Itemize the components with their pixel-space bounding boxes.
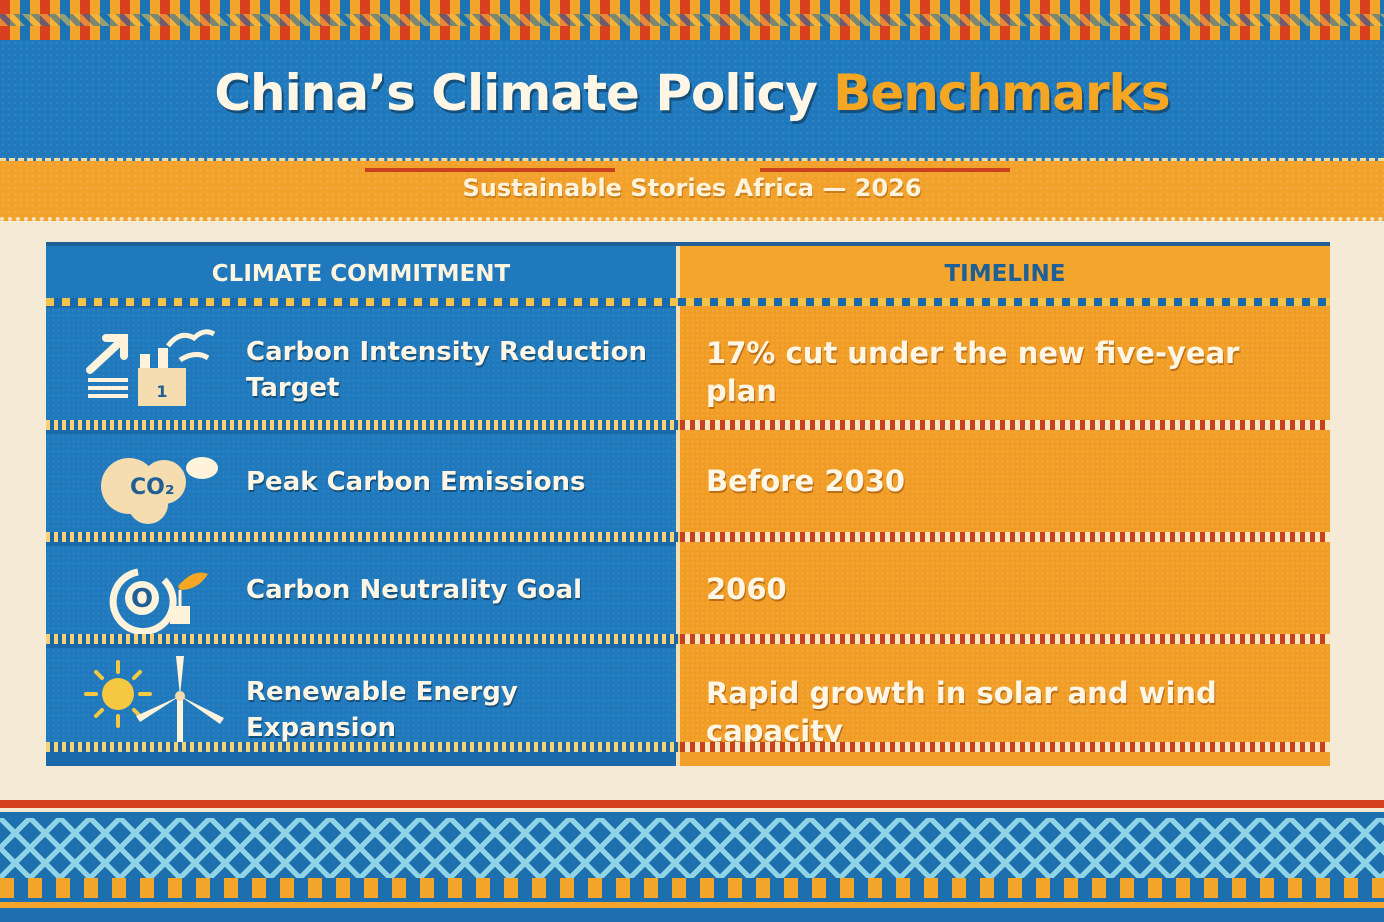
page-title-main: China’s Climate Policy	[214, 64, 817, 122]
neutral-label: O	[131, 584, 153, 614]
svg-text:1: 1	[156, 382, 167, 401]
table-row: Renewable Energy Expansion Rapid growth …	[46, 648, 1330, 752]
row-rule	[46, 420, 1330, 430]
co2-label: CO₂	[130, 475, 174, 500]
row-rule	[46, 742, 1330, 752]
column-header-timeline: TIMELINE	[680, 246, 1330, 304]
subtitle-right-rule	[760, 168, 1010, 172]
commitment-label: Renewable Energy Expansion	[246, 677, 518, 743]
table-row: CO₂ Peak Carbon Emissions Before 2030	[46, 434, 1330, 542]
commitment-cell	[46, 648, 676, 752]
top-pattern-band	[0, 0, 1384, 40]
bottom-orange-stripe	[0, 902, 1384, 908]
subtitle-band: Sustainable Stories Africa — 2026	[0, 161, 1384, 221]
page-title-accent: Benchmarks	[833, 64, 1170, 122]
commitment-label: Peak Carbon Emissions	[246, 467, 586, 497]
benchmarks-table: CLIMATE COMMITMENT TIMELINE 1 Carbon Int…	[46, 242, 1330, 766]
row-rule	[46, 532, 1330, 542]
timeline-value: 17% cut under the new five-year plan	[706, 336, 1240, 408]
neutrality-leaf-icon: O	[84, 550, 234, 640]
table-row: 1 Carbon Intensity Reduction Target 17% …	[46, 308, 1330, 430]
row-rule	[46, 634, 1330, 644]
commitment-label: Carbon Intensity Reduction Target	[246, 337, 647, 403]
page-title: China’s Climate Policy Benchmarks	[0, 64, 1384, 122]
timeline-value: Before 2030	[706, 464, 906, 498]
column-divider	[676, 246, 680, 766]
co2-cloud-icon: CO₂	[84, 442, 234, 532]
sun-wind-turbine-icon	[84, 652, 234, 742]
timeline-cell	[680, 648, 1330, 752]
column-header-commitment: CLIMATE COMMITMENT	[46, 246, 676, 304]
table-row: O Carbon Neutrality Goal 2060	[46, 546, 1330, 644]
timeline-value: Rapid growth in solar and wind capacity	[706, 676, 1217, 748]
subtitle-left-rule	[365, 168, 615, 172]
timeline-cell	[680, 308, 1330, 430]
timeline-cell	[680, 546, 1330, 644]
triangle-pattern	[0, 878, 1384, 898]
bottom-pattern-band	[0, 812, 1384, 922]
diamond-pattern	[0, 818, 1384, 878]
timeline-value: 2060	[706, 572, 787, 606]
header-rule	[46, 298, 1330, 306]
timeline-cell	[680, 434, 1330, 542]
commitment-label: Carbon Neutrality Goal	[246, 575, 583, 605]
bottom-red-stripe	[0, 800, 1384, 808]
subtitle: Sustainable Stories Africa — 2026	[462, 174, 922, 202]
factory-arrow-icon: 1	[84, 320, 234, 410]
title-banner: China’s Climate Policy Benchmarks	[0, 40, 1384, 161]
